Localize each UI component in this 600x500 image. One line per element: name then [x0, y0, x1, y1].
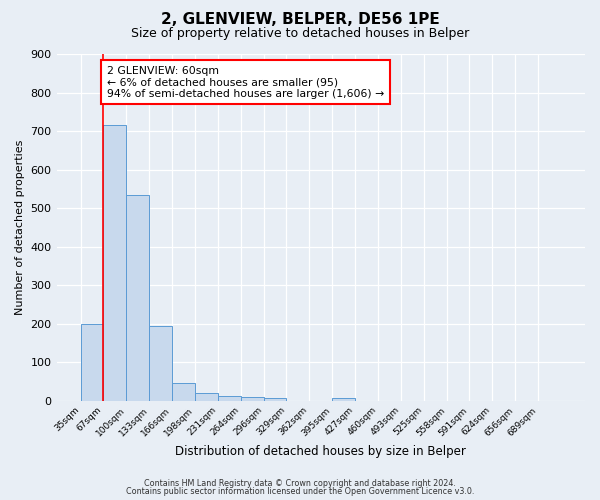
Text: 2 GLENVIEW: 60sqm
← 6% of detached houses are smaller (95)
94% of semi-detached : 2 GLENVIEW: 60sqm ← 6% of detached house…	[107, 66, 384, 99]
Y-axis label: Number of detached properties: Number of detached properties	[15, 140, 25, 315]
Bar	[332, 398, 355, 400]
Bar	[127, 194, 149, 400]
Bar	[80, 324, 103, 400]
Text: Contains HM Land Registry data © Crown copyright and database right 2024.: Contains HM Land Registry data © Crown c…	[144, 478, 456, 488]
Bar	[241, 397, 263, 400]
X-axis label: Distribution of detached houses by size in Belper: Distribution of detached houses by size …	[175, 444, 466, 458]
Text: Contains public sector information licensed under the Open Government Licence v3: Contains public sector information licen…	[126, 487, 474, 496]
Text: 2, GLENVIEW, BELPER, DE56 1PE: 2, GLENVIEW, BELPER, DE56 1PE	[161, 12, 439, 28]
Bar	[218, 396, 241, 400]
Bar	[172, 384, 195, 400]
Bar	[195, 393, 218, 400]
Bar	[149, 326, 172, 400]
Bar	[103, 125, 127, 400]
Text: Size of property relative to detached houses in Belper: Size of property relative to detached ho…	[131, 28, 469, 40]
Bar	[263, 398, 286, 400]
